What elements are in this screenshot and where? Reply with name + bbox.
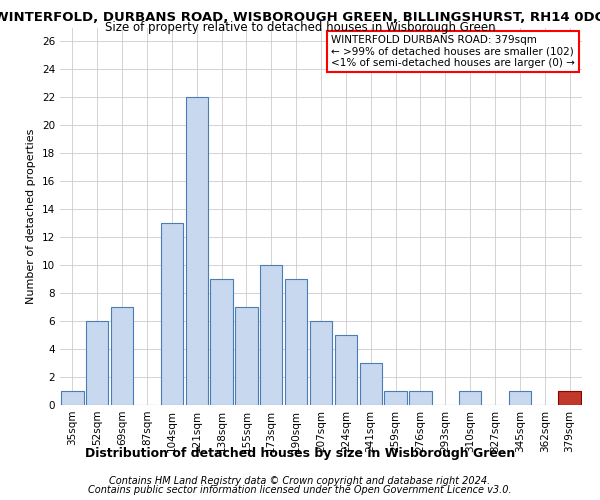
Bar bbox=[509, 391, 531, 405]
Text: Distribution of detached houses by size in Wisborough Green: Distribution of detached houses by size … bbox=[85, 448, 515, 460]
Bar bbox=[260, 265, 283, 405]
Bar bbox=[359, 363, 382, 405]
Bar bbox=[235, 307, 257, 405]
Bar bbox=[559, 391, 581, 405]
Text: WINTERFOLD DURBANS ROAD: 379sqm
← >99% of detached houses are smaller (102)
<1% : WINTERFOLD DURBANS ROAD: 379sqm ← >99% o… bbox=[331, 35, 575, 68]
Text: Size of property relative to detached houses in Wisborough Green: Size of property relative to detached ho… bbox=[104, 21, 496, 34]
Bar bbox=[86, 321, 109, 405]
Bar bbox=[61, 391, 83, 405]
Text: Contains HM Land Registry data © Crown copyright and database right 2024.: Contains HM Land Registry data © Crown c… bbox=[109, 476, 491, 486]
Bar bbox=[211, 279, 233, 405]
Bar bbox=[285, 279, 307, 405]
Y-axis label: Number of detached properties: Number of detached properties bbox=[26, 128, 37, 304]
Bar bbox=[335, 335, 357, 405]
Bar bbox=[111, 307, 133, 405]
Bar bbox=[185, 98, 208, 405]
Text: WINTERFOLD, DURBANS ROAD, WISBOROUGH GREEN, BILLINGSHURST, RH14 0DG: WINTERFOLD, DURBANS ROAD, WISBOROUGH GRE… bbox=[0, 11, 600, 24]
Bar bbox=[385, 391, 407, 405]
Text: Contains public sector information licensed under the Open Government Licence v3: Contains public sector information licen… bbox=[88, 485, 512, 495]
Bar bbox=[459, 391, 481, 405]
Bar bbox=[310, 321, 332, 405]
Bar bbox=[161, 223, 183, 405]
Bar bbox=[409, 391, 431, 405]
